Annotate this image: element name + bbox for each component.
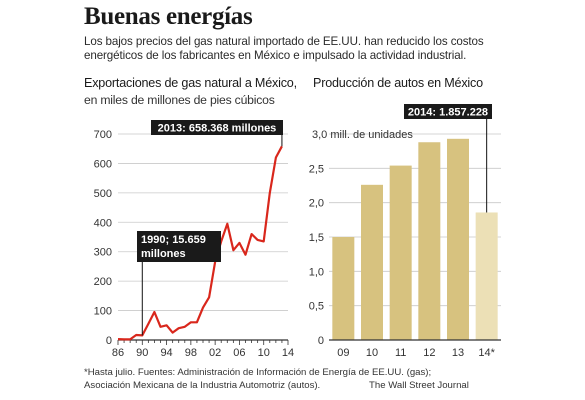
autos-y-tick-label: 2,5	[309, 163, 324, 175]
gas-annotation-1990-label: 1990; 15.659	[141, 234, 206, 246]
gas-x-tick-label: 94	[160, 347, 172, 359]
autos-bar	[418, 142, 441, 340]
gas-y-tick-label: 500	[94, 188, 112, 200]
autos-y-tick-label: 0	[318, 335, 324, 347]
gas-y-tick-label: 700	[94, 129, 112, 141]
gas-x-tick-label: 86	[112, 347, 124, 359]
intro-line-2: energéticos de los fabricantes en México…	[84, 49, 467, 62]
footnote-sources-2: Asociación Mexicana de la Industria Auto…	[84, 380, 321, 391]
gas-x-tick-label: 14	[282, 347, 294, 359]
autos-y-tick-label: 1,0	[309, 266, 324, 278]
gas-y-tick-label: 300	[94, 247, 112, 259]
autos-chart-title: Producción de autos en México	[313, 76, 483, 90]
autos-x-tick-label: 14*	[478, 347, 495, 359]
gas-y-tick-label: 400	[94, 217, 112, 229]
gas-chart-subtitle: en miles de millones de pies cúbicos	[84, 93, 275, 107]
intro-line-1: Los bajos precios del gas natural import…	[84, 35, 484, 48]
autos-x-tick-label: 13	[452, 347, 464, 359]
autos-x-tick-label: 11	[395, 347, 406, 359]
gas-y-tick-label: 0	[106, 335, 112, 347]
autos-bar	[389, 165, 412, 340]
autos-annotation-box	[404, 104, 492, 119]
credit: The Wall Street Journal	[369, 380, 469, 391]
gas-chart-title: Exportaciones de gas natural a México,	[84, 76, 297, 90]
gas-annotation-2013-box	[151, 120, 283, 135]
gas-x-tick-label: 98	[185, 347, 197, 359]
gas-x-tick-label: 10	[258, 347, 270, 359]
autos-bar	[361, 184, 383, 340]
gas-x-tick-label: 02	[209, 347, 221, 359]
gas-annotation-1990-box	[137, 231, 221, 262]
footnote-sources: *Hasta julio. Fuentes: Administración de…	[84, 367, 432, 378]
autos-y-tick-label: 2,0	[309, 198, 324, 210]
headline: Buenas energías	[84, 3, 253, 30]
autos-bar	[475, 212, 498, 340]
autos-x-tick-label: 12	[423, 347, 435, 359]
gas-y-tick-label: 100	[94, 306, 112, 318]
autos-x-tick-label: 09	[337, 347, 349, 359]
autos-x-tick-label: 10	[366, 347, 378, 359]
gas-x-tick-label: 90	[136, 347, 148, 359]
autos-annotation-label: 2014: 1.857.228	[408, 107, 488, 119]
gas-annotation-2013-label: 2013: 658.368 millones	[158, 123, 277, 135]
gas-export-line	[117, 145, 283, 341]
autos-y-tick-label: 0,5	[309, 301, 324, 313]
autos-bar	[332, 237, 355, 340]
gas-y-tick-label: 600	[94, 158, 112, 170]
gas-y-tick-label: 200	[94, 276, 112, 288]
gas-x-tick-label: 06	[233, 347, 245, 359]
gas-annotation-1990-label-2: millones	[141, 248, 186, 260]
autos-y-tick-label: 1,5	[309, 232, 324, 244]
autos-y-axis-label: 3,0 mill. de unidades	[312, 129, 413, 141]
autos-bar	[447, 138, 469, 340]
